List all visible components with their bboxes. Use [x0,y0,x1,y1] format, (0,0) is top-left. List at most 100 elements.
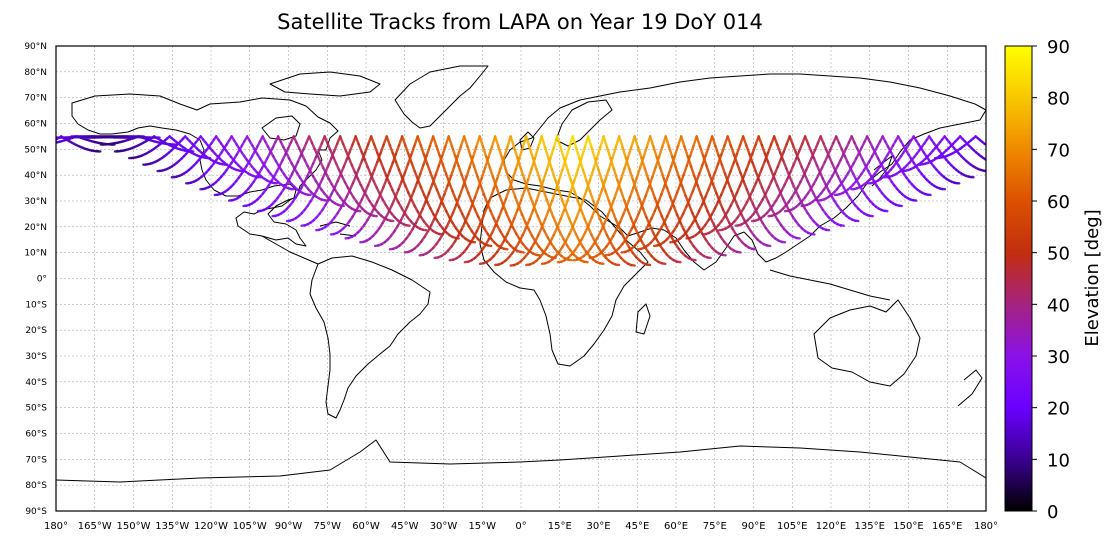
track-segment [634,211,641,222]
track-segment [578,198,585,211]
track-segment [988,161,990,162]
track-segment [556,217,562,229]
track-segment [632,176,638,189]
track-segment [585,178,592,192]
track-segment [648,135,655,149]
track-segment [788,174,794,185]
track-segment [991,149,993,151]
track-segment [435,144,441,157]
track-segment [710,135,717,148]
track-segment [1000,154,1002,155]
track-segment [617,226,624,237]
track-segment [350,164,357,174]
track-segment [495,185,501,198]
track-segment [488,165,495,179]
track-segment [581,168,588,182]
track-segment [525,217,531,229]
track-segment [729,161,735,173]
track-segment [724,215,731,225]
track-segment [720,144,726,157]
track-segment [660,184,666,196]
track-segment [564,232,571,242]
track-segment [748,195,755,206]
track-segment [457,205,464,216]
track-segment [703,201,709,213]
track-segment [446,174,453,187]
track-segment [378,186,385,197]
track-segment [670,155,676,168]
track-segment [437,154,444,167]
track-segment [457,228,463,238]
track-segment [732,152,739,165]
track-segment [605,146,612,160]
track-segment [607,157,614,171]
track-segment [540,218,547,229]
longitude-tick-label: 150°E [893,521,923,532]
track-segment [695,135,702,148]
latitude-tick-label: 90°S [25,507,47,517]
track-segment [415,172,422,184]
track-segment [586,226,593,237]
track-segment [648,224,655,234]
track-segment [460,221,467,231]
track-segment [326,142,332,152]
latitude-tick-label: 40°N [24,171,47,181]
track-segment [654,155,661,169]
track-segment [727,181,733,193]
track-segment [637,203,644,215]
track-segment [482,206,489,218]
track-segment [564,208,571,220]
track-segment [998,153,1000,154]
track-segment [621,146,628,160]
track-segment [716,193,723,204]
track-segment [419,144,426,157]
track-segment [535,189,542,202]
track-segment [373,160,379,172]
track-segment [688,145,695,158]
latitude-tick-label: 50°S [25,404,47,414]
track-segment [646,217,653,227]
track-segment [616,177,623,190]
track-segment [422,154,428,166]
track-segment [463,182,470,195]
track-segment [573,189,579,202]
track-segment [611,146,617,160]
track-segment [483,156,490,170]
track-segment [475,222,482,233]
track-segment [523,178,530,192]
track-segment [735,144,742,156]
colorbar-tick-label: 80 [1047,89,1070,110]
track-segment [588,189,595,203]
track-segment [549,146,555,160]
track-segment [766,160,773,172]
track-segment [547,199,554,212]
track-segment [741,168,748,180]
track-segment [504,188,511,201]
track-segment [360,191,367,201]
track-segment [433,209,439,220]
track-segment [506,225,513,236]
track-segment [341,142,348,153]
longitude-tick-label: 45°E [625,521,649,532]
track-segment [713,200,720,210]
track-segment [792,157,798,167]
track-segment [424,191,431,203]
latitude-tick-label: 20°N [24,223,47,233]
track-segment [451,203,458,215]
track-segment [596,230,603,240]
track-segment [583,224,590,234]
map-border [55,45,987,512]
track-segment [388,182,394,192]
track-segment [414,215,421,225]
track-segment [573,168,580,182]
latitude-tick-label: 70°S [25,455,47,465]
track-segment [603,214,609,226]
track-segment [571,135,578,149]
track-segment [828,155,834,165]
longitude-tick-label: 150°W [117,521,151,532]
track-segment [332,155,338,165]
track-segment [713,162,720,174]
track-segment [443,184,449,196]
track-segment [738,176,745,187]
track-segment [416,135,423,147]
